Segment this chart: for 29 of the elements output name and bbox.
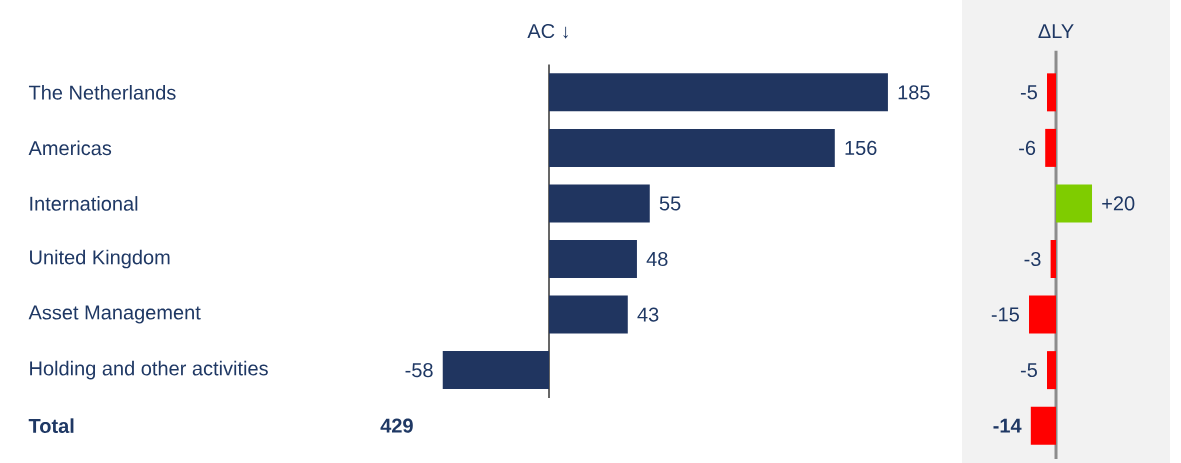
chart-title: ΔLY [1038,24,1074,39]
data-label: 185 [898,85,930,100]
y-tick-label: Asset Management [28,305,201,324]
data-label: -58 [405,363,433,378]
bar [549,240,637,278]
chart-title: AC ↓ [527,23,568,39]
y-tick-label: The Netherlands [28,84,176,100]
data-label: -6 [1019,140,1036,155]
data-label: -5 [1020,363,1037,378]
y-tick-label: International [30,196,138,211]
y-tick-label: Total [28,418,74,434]
data-label: 43 [637,307,659,322]
data-label: -5 [1020,85,1037,100]
y-tick-label: United Kingdom [30,249,170,269]
data-label: 55 [659,196,681,211]
bar [549,128,835,167]
data-label: 156 [845,140,877,155]
bar [549,73,888,112]
bar [549,184,650,223]
data-label: -15 [991,307,1019,322]
bar [549,295,628,334]
y-tick-label: Holding and other activities [30,360,268,380]
text: 429 [380,418,413,433]
data-label: 48 [646,251,668,267]
bar [442,351,549,390]
y-tick-label: Americas [28,140,112,156]
data-label: -14 [993,418,1022,433]
data-label: +20 [1102,196,1135,211]
data-label: -3 [1024,251,1041,267]
